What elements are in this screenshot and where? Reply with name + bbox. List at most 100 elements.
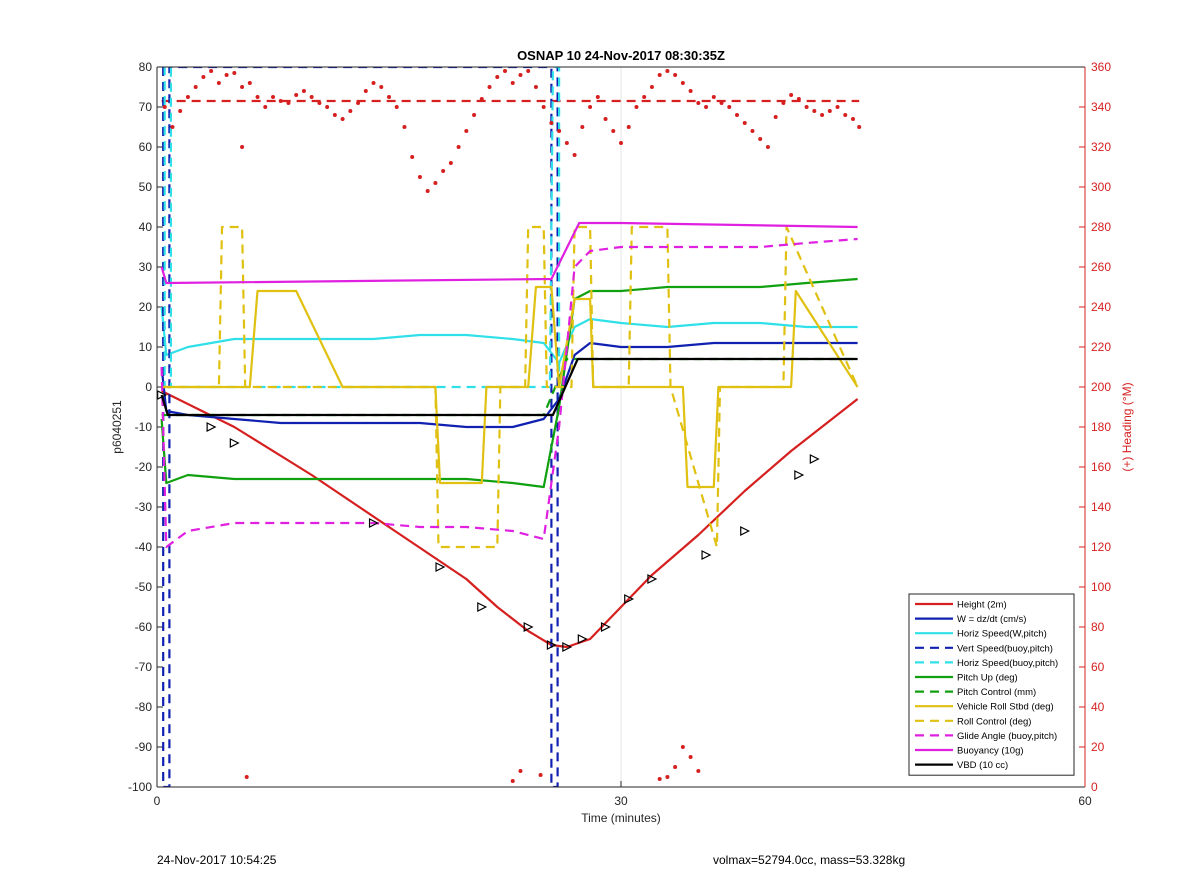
- heading-point: [271, 95, 275, 99]
- heading-point: [857, 125, 862, 129]
- heading-point: [518, 73, 523, 77]
- height-marker: [740, 526, 751, 536]
- x-tick-label: 0: [154, 794, 161, 808]
- height-marker: [435, 562, 446, 572]
- heading-point: [557, 129, 562, 133]
- x-axis-label: Time (minutes): [581, 811, 661, 825]
- heading-point: [170, 125, 175, 129]
- heading-point: [564, 141, 569, 145]
- heading-point: [348, 109, 353, 113]
- heading-point: [619, 141, 623, 145]
- heading-point: [673, 765, 678, 769]
- heading-point: [185, 95, 190, 99]
- footer-timestamp: 24-Nov-2017 10:54:25: [157, 853, 277, 867]
- heading-point: [278, 99, 283, 103]
- series-line: [160, 221, 858, 285]
- y-tick-label: -70: [135, 660, 153, 674]
- height-marker: [809, 454, 820, 464]
- heading-point: [224, 73, 229, 77]
- heading-point: [518, 769, 523, 773]
- legend-label: Vert Speed(buoy,pitch): [957, 643, 1053, 654]
- heading-point: [510, 81, 515, 85]
- y2-tick-label: 220: [1091, 340, 1111, 354]
- y2-tick-label: 200: [1091, 380, 1111, 394]
- y-axis-label: p6040251: [110, 400, 124, 454]
- y2-tick-label: 280: [1091, 220, 1111, 234]
- heading-point: [657, 73, 662, 77]
- heading-point: [456, 145, 461, 149]
- heading-point: [402, 125, 407, 129]
- y2-tick-label: 320: [1091, 140, 1111, 154]
- y2-tick-label: 140: [1091, 500, 1111, 514]
- heading-point: [727, 105, 732, 109]
- heading-point: [162, 105, 167, 109]
- y-tick-label: -20: [135, 460, 153, 474]
- legend-label: Horiz Speed(buoy,pitch): [957, 658, 1058, 669]
- y-tick-label: -30: [135, 500, 153, 514]
- chart-title: OSNAP 10 24-Nov-2017 08:30:35Z: [517, 48, 725, 63]
- heading-point: [425, 189, 430, 193]
- heading-point: [340, 117, 345, 121]
- heading-point: [572, 153, 577, 157]
- legend-label: Roll Control (deg): [957, 716, 1031, 727]
- y-tick-label: 50: [139, 180, 153, 194]
- series-group: [157, 67, 862, 787]
- heading-point: [758, 137, 763, 141]
- y-tick-label: 30: [139, 260, 153, 274]
- heading-point: [820, 113, 825, 117]
- series-line: [160, 277, 858, 489]
- heading-point: [781, 101, 786, 105]
- y-tick-label: 20: [139, 300, 153, 314]
- height-marker: [624, 594, 635, 604]
- height-marker: [562, 642, 573, 652]
- y-tick-label: 0: [145, 380, 152, 394]
- heading-point: [394, 105, 399, 109]
- heading-point: [665, 69, 670, 73]
- heading-point: [742, 121, 747, 125]
- series-line: [160, 306, 858, 365]
- legend-label: Horiz Speed(W,pitch): [957, 629, 1047, 640]
- heading-point: [255, 95, 260, 99]
- heading-point: [325, 105, 330, 109]
- heading-point: [201, 75, 206, 79]
- heading-point: [309, 95, 314, 99]
- heading-point: [665, 775, 670, 779]
- y-tick-label: -40: [135, 540, 153, 554]
- heading-point: [417, 175, 422, 179]
- height-marker: [600, 622, 611, 632]
- heading-point: [244, 775, 249, 779]
- y2-tick-label: 80: [1091, 620, 1105, 634]
- height-marker: [577, 634, 588, 644]
- x-tick-label: 30: [614, 794, 628, 808]
- heading-point: [232, 71, 237, 75]
- height-marker: [701, 550, 712, 560]
- y-tick-label: -90: [135, 740, 153, 754]
- series-line: [160, 341, 858, 429]
- heading-point: [479, 97, 484, 101]
- heading-point: [595, 95, 600, 99]
- height-marker: [368, 518, 379, 528]
- heading-point: [294, 93, 299, 97]
- heading-point: [688, 755, 693, 759]
- height-marker: [229, 438, 240, 448]
- heading-point: [673, 73, 678, 77]
- y2-tick-label: 100: [1091, 580, 1111, 594]
- heading-point: [580, 125, 585, 129]
- legend-label: VBD (10 cc): [957, 760, 1008, 771]
- heading-point: [209, 69, 214, 73]
- y-tick-label: -60: [135, 620, 153, 634]
- heading-point: [696, 101, 701, 105]
- height-marker: [546, 640, 557, 650]
- heading-point: [789, 93, 794, 97]
- legend-label: W = dz/dt (cm/s): [957, 614, 1026, 625]
- y-tick-label: 10: [139, 340, 153, 354]
- heading-point: [588, 105, 593, 109]
- heading-point: [680, 81, 685, 85]
- y2-tick-label: 340: [1091, 100, 1111, 114]
- height-marker: [794, 470, 805, 480]
- heading-point: [410, 155, 415, 159]
- height-marker: [206, 422, 217, 432]
- legend-label: Pitch Control (mm): [957, 687, 1036, 698]
- heading-point: [371, 81, 376, 85]
